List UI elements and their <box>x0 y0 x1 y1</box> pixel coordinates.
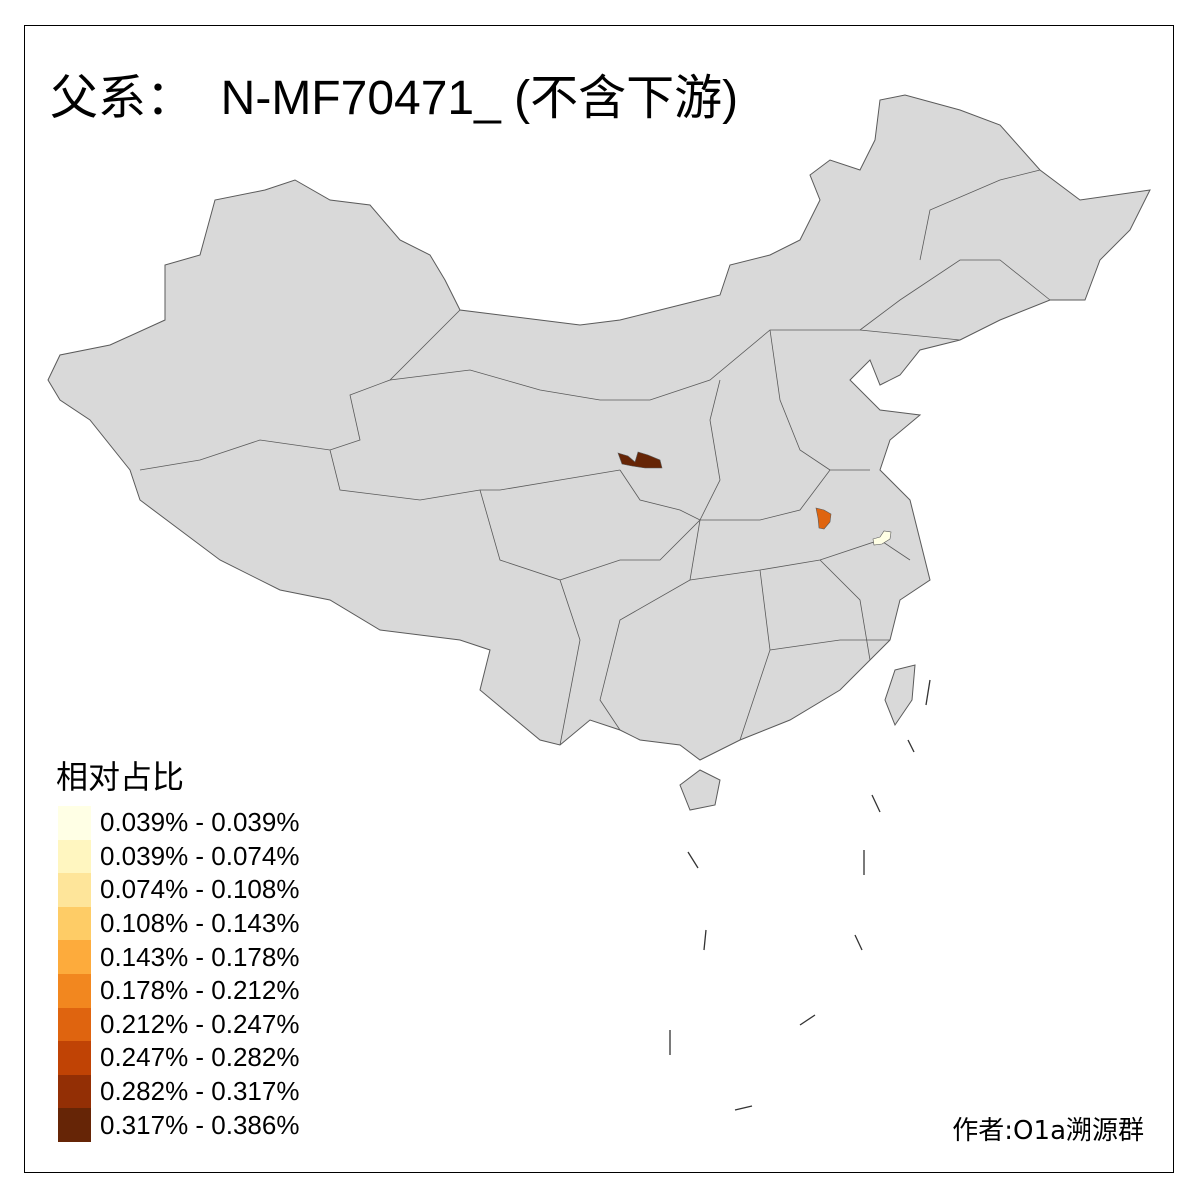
legend-swatch <box>58 1108 91 1142</box>
legend-item: 0.212% - 0.247% <box>58 1007 300 1042</box>
taiwan <box>884 664 916 727</box>
author-credit: 作者:O1a溯源群 <box>952 1116 1144 1146</box>
legend-label: 0.212% - 0.247% <box>100 1008 300 1039</box>
legend-item: 0.178% - 0.212% <box>58 973 300 1008</box>
legend-swatch <box>58 906 91 941</box>
legend-swatch <box>58 806 91 840</box>
legend-item: 0.108% - 0.143% <box>58 906 300 941</box>
legend-label: 0.074% - 0.108% <box>100 874 300 905</box>
region-highlight-orange <box>815 507 832 530</box>
legend-item: 0.282% - 0.317% <box>58 1074 300 1109</box>
region-highlight-pale <box>872 530 892 546</box>
legend: 0.039% - 0.039% 0.039% - 0.074% 0.074% - 0… <box>58 806 299 1142</box>
legend-swatch <box>58 1074 91 1109</box>
south-china-sea-dashes <box>669 679 931 1111</box>
legend-label: 0.039% - 0.039% <box>100 807 300 838</box>
legend-label: 0.143% - 0.178% <box>100 941 300 972</box>
country-outline <box>47 94 1151 761</box>
legend-swatch <box>58 973 91 1008</box>
legend-item: 0.039% - 0.074% <box>58 839 300 874</box>
hainan <box>679 769 721 811</box>
legend-label: 0.247% - 0.282% <box>100 1042 300 1073</box>
province-borders <box>139 169 1051 746</box>
legend-label: 0.108% - 0.143% <box>100 908 300 939</box>
legend-swatch <box>58 1041 91 1075</box>
legend-title: 相对占比 <box>56 758 185 796</box>
legend-item: 0.039% - 0.039% <box>58 806 299 840</box>
legend-item: 0.074% - 0.108% <box>58 873 299 907</box>
legend-label: 0.039% - 0.074% <box>100 840 300 871</box>
map-frame <box>24 25 1174 1173</box>
legend-swatch <box>58 1007 91 1042</box>
legend-label: 0.178% - 0.212% <box>100 975 300 1006</box>
legend-item: 0.143% - 0.178% <box>58 940 299 974</box>
legend-item: 0.247% - 0.282% <box>58 1041 299 1075</box>
map-title: 父系： N-MF70471_ (不含下游) <box>50 72 739 125</box>
legend-item: 0.317% - 0.386% <box>58 1108 299 1142</box>
region-highlight-dark-brown <box>617 451 663 469</box>
legend-label: 0.317% - 0.386% <box>100 1109 300 1140</box>
legend-label: 0.282% - 0.317% <box>100 1076 300 1107</box>
legend-swatch <box>58 940 91 974</box>
legend-swatch <box>58 839 91 874</box>
legend-swatch <box>58 873 91 907</box>
